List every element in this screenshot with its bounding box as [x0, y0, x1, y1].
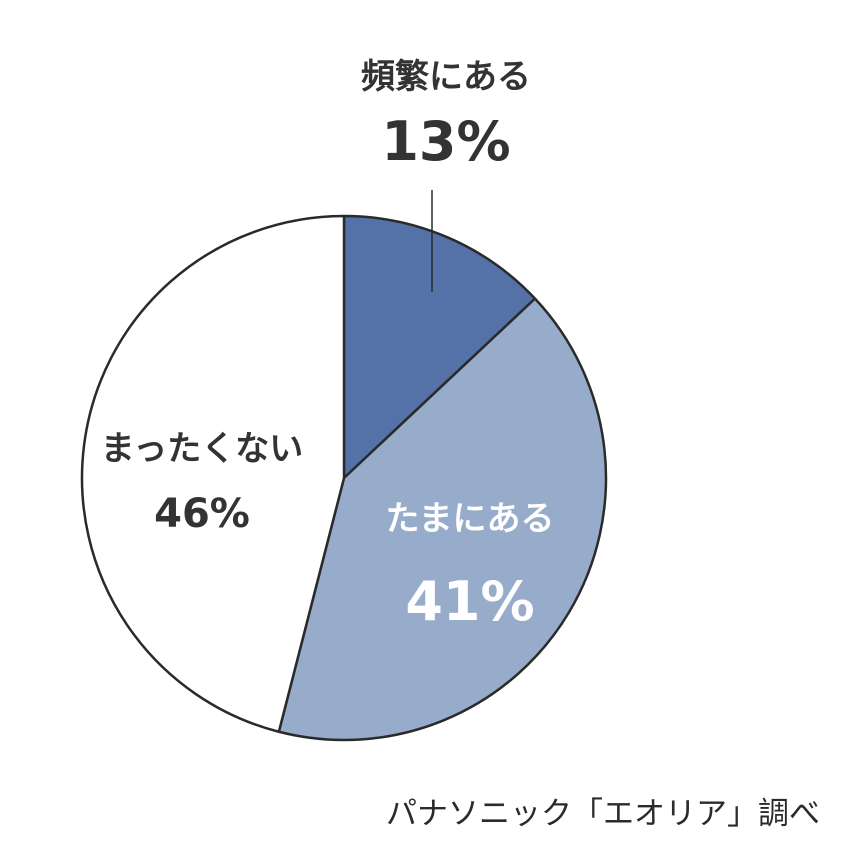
pie-slice-3 [80, 214, 346, 734]
slice-value-1: 13% [381, 110, 510, 173]
slice-value-2: 41% [405, 570, 534, 633]
slice-label-2: たまにある [386, 499, 555, 539]
pie-slice-1 [342, 214, 537, 480]
slice-value-3: 46% [154, 491, 250, 537]
pie-slice-2 [277, 297, 608, 742]
slice-label-1: 頻繁にある [361, 57, 531, 97]
source-note: パナソニック「エオリア」調べ [386, 796, 820, 832]
slice-label-3: まったくない [101, 429, 304, 469]
